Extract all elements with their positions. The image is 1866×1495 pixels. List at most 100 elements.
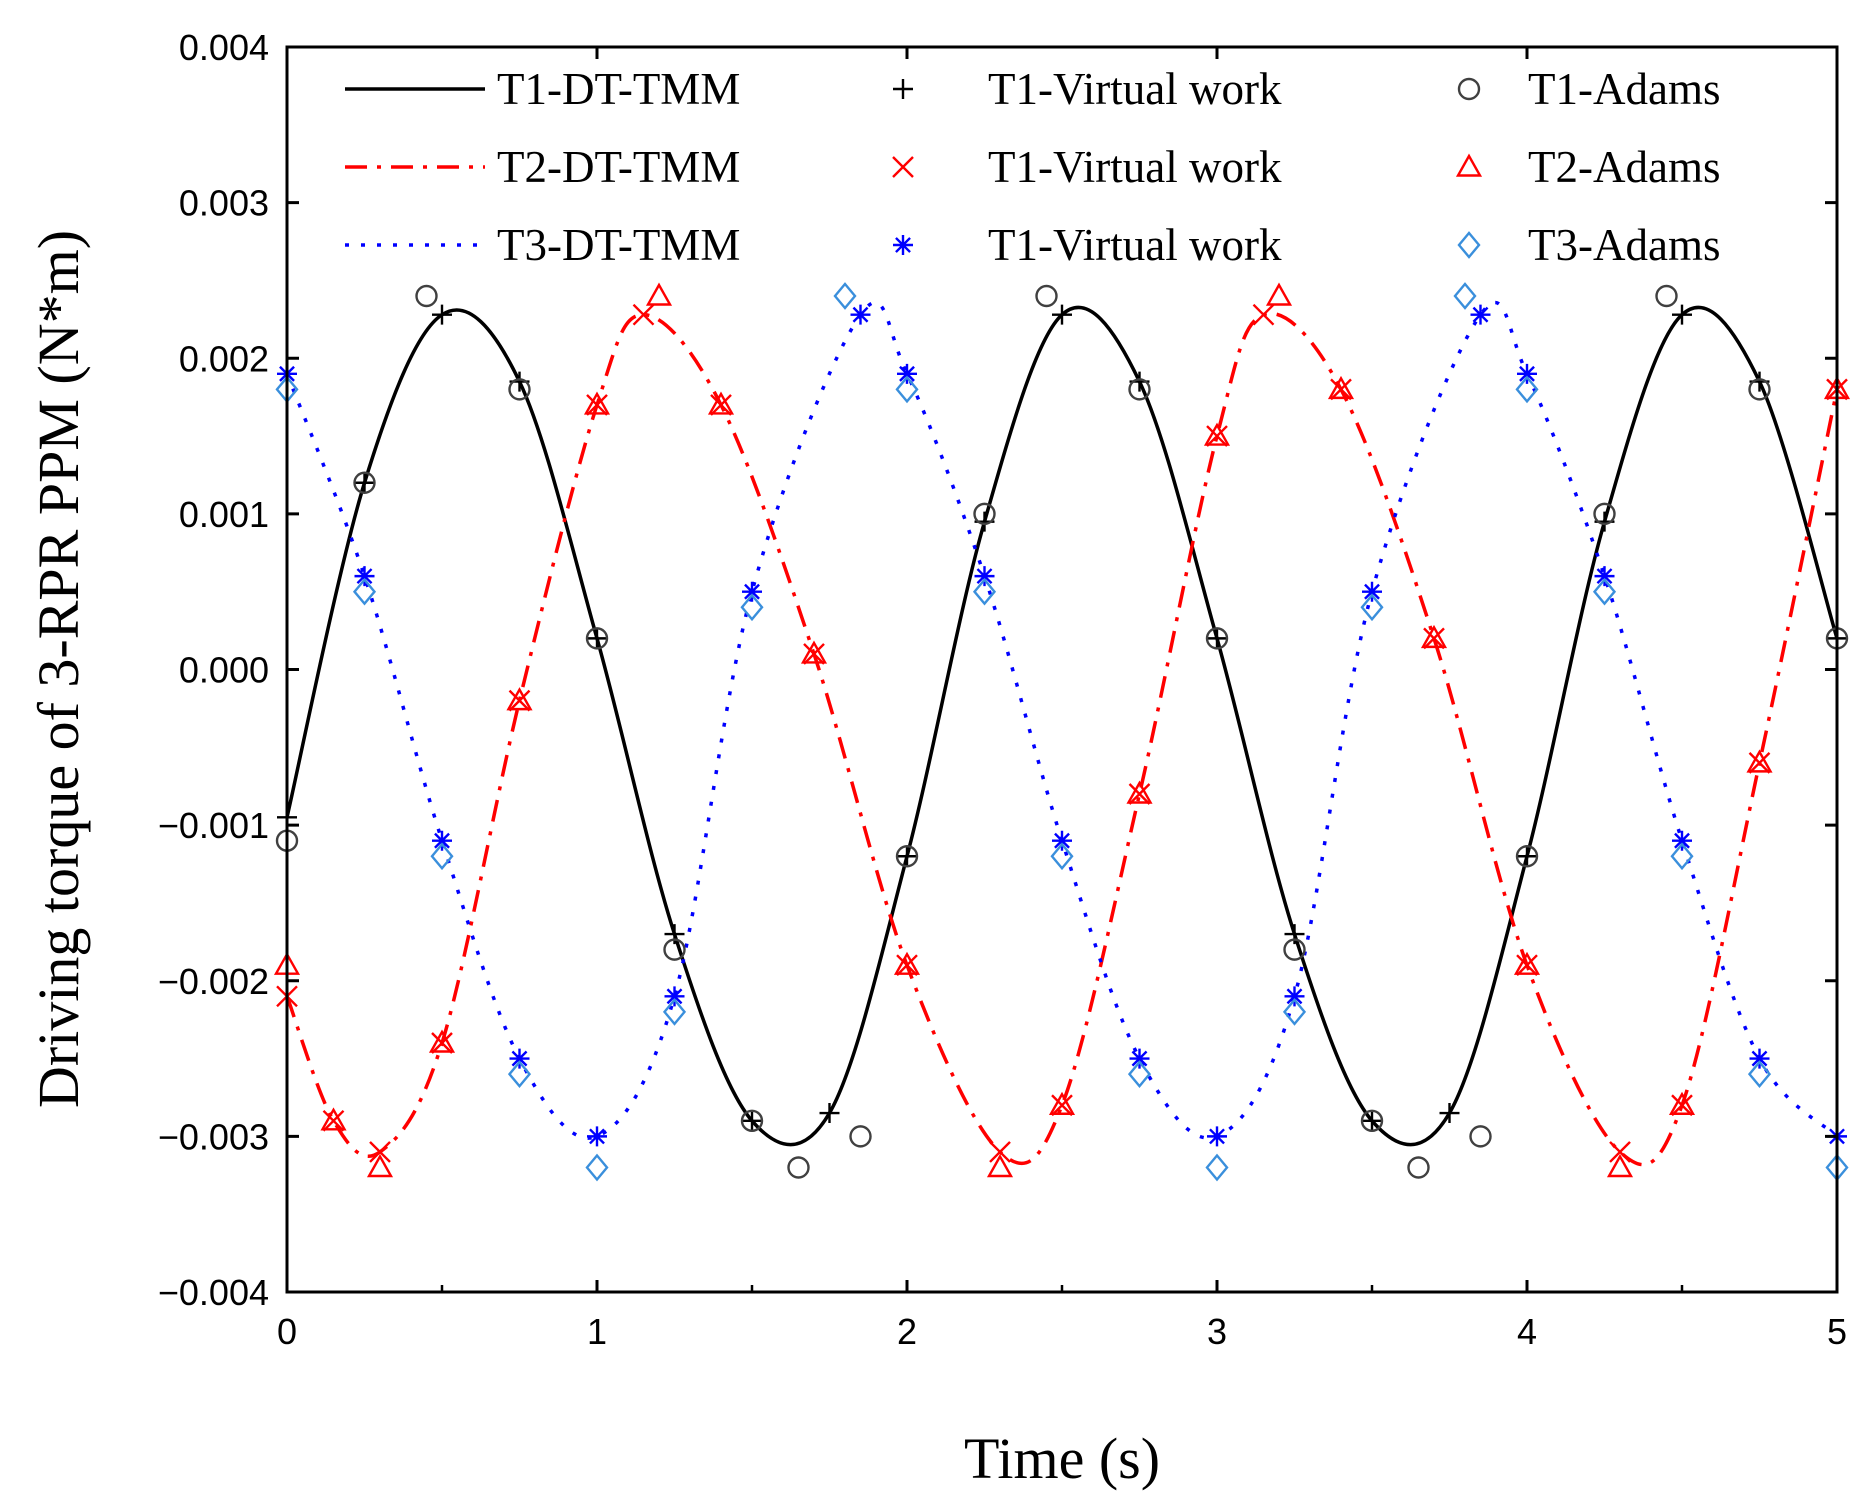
t1-virtual-work-5-point-16 xyxy=(1517,363,1537,384)
t3-adams-8-point-17 xyxy=(1592,577,1617,606)
t1-virtual-work-4-point-14 xyxy=(1252,303,1275,326)
t1-virtual-work-5-point-14 xyxy=(1362,581,1382,602)
legend-item-t2-adams-7-swatch xyxy=(1455,153,1483,177)
axes-layer: 0 1 2 3 4 5 0.004 0.003 0.002 0.001 0.000 −0.001 −0.… xyxy=(158,27,1847,1352)
legend-item-t1-adams-6-swatch xyxy=(1457,77,1481,101)
t3-adams-8-point-14 xyxy=(1360,593,1384,622)
t1-virtual-work-4-point-11 xyxy=(1051,1094,1073,1117)
t2-adams-7-point-7 xyxy=(707,391,735,415)
legend-item-t1-virtual-work-4: T1-Virtual work xyxy=(892,142,1282,192)
t3-adams-8-point-4 xyxy=(585,1153,609,1182)
t3-adams-8-point-11 xyxy=(1127,1060,1152,1089)
y-tick-label-1: 0.003 xyxy=(179,183,269,224)
t1-virtual-work-5-point-19 xyxy=(1749,1048,1770,1069)
t2-adams-7-point-14 xyxy=(1265,282,1293,306)
t3-adams-8-point-10 xyxy=(1050,842,1074,871)
t1-virtual-work-4-point-19 xyxy=(1671,1094,1693,1117)
t1-adams-6-point-4 xyxy=(585,627,609,650)
t1-virtual-work-4-point-4 xyxy=(508,689,531,712)
t1-virtual-work-5-point-17 xyxy=(1594,566,1615,587)
legend-item-t1-virtual-work-5-swatch xyxy=(893,235,913,255)
t2-adams-7-markers xyxy=(273,282,1851,1178)
t1-virtual-work-4-point-2 xyxy=(369,1141,391,1163)
t3-dt-tmm-2-line xyxy=(285,300,1839,1140)
t2-adams-7-point-10 xyxy=(986,1154,1014,1178)
series-layer xyxy=(273,282,1851,1182)
t3-adams-8-point-18 xyxy=(1670,842,1694,871)
t2-adams-7-point-3 xyxy=(428,1029,456,1053)
y-tick-label-8: −0.004 xyxy=(158,1272,269,1313)
t3-adams-8-point-2 xyxy=(430,842,454,871)
legend-item-t1-virtual-work-3-swatch xyxy=(893,79,913,99)
t1-adams-6-point-2 xyxy=(415,284,438,308)
t1-virtual-work-4-point-12 xyxy=(1128,783,1151,805)
y-tick-label-6: −0.002 xyxy=(158,961,269,1002)
x-tick-label-3: 3 xyxy=(1207,1311,1227,1352)
t1-virtual-work-4-point-15 xyxy=(1330,378,1352,401)
t1-adams-6-point-21 xyxy=(1748,378,1771,401)
t1-virtual-work-4-point-20 xyxy=(1748,752,1771,774)
t1-virtual-work-3-point-12 xyxy=(1207,628,1227,649)
t1-adams-6-point-8 xyxy=(849,1125,872,1148)
t2-adams-7-point-19 xyxy=(1668,1091,1696,1115)
t1-virtual-work-3-point-14 xyxy=(1362,1110,1382,1131)
t1-virtual-work-5-point-13 xyxy=(1284,986,1305,1007)
t3-adams-8-point-12 xyxy=(1205,1153,1229,1182)
t3-adams-8-point-1 xyxy=(352,577,377,606)
x-tick-label-0: 0 xyxy=(277,1311,297,1352)
legend-item-t2-adams-7-label: T2-Adams xyxy=(1528,142,1720,192)
t1-virtual-work-3-point-18 xyxy=(1672,304,1692,325)
legend-item-t1-virtual-work-5-label: T1-Virtual work xyxy=(988,220,1282,270)
t1-virtual-work-5-point-2 xyxy=(432,830,452,851)
t1-virtual-work-4-point-16 xyxy=(1423,627,1445,650)
legend-item-t3-dt-tmm-2: T3-DT-TMM xyxy=(345,220,740,270)
t1-adams-6-point-1 xyxy=(353,471,376,494)
t1-virtual-work-3-point-8 xyxy=(897,846,917,867)
t3-adams-8-point-19 xyxy=(1747,1060,1772,1089)
y-tick-label-0: 0.004 xyxy=(179,27,269,68)
t1-adams-6-markers xyxy=(275,284,1849,1179)
t3-adams-8-point-15 xyxy=(1453,282,1477,310)
legend-item-t1-adams-6: T1-Adams xyxy=(1457,64,1720,114)
t2-adams-7-point-5 xyxy=(583,391,611,415)
t1-virtual-work-5-point-11 xyxy=(1129,1048,1150,1069)
t2-adams-7-point-20 xyxy=(1746,749,1773,773)
t2-adams-7-point-12 xyxy=(1126,780,1153,804)
t1-adams-6-point-16 xyxy=(1407,1156,1430,1179)
t1-virtual-work-4-markers xyxy=(276,303,1848,1163)
t1-virtual-work-4-point-5 xyxy=(586,394,608,416)
t1-adams-6-point-12 xyxy=(1128,378,1151,401)
t3-adams-8-point-8 xyxy=(895,375,919,404)
t3-adams-8-point-13 xyxy=(1282,998,1307,1026)
t1-adams-6-point-7 xyxy=(787,1156,810,1179)
t1-adams-6-point-5 xyxy=(663,938,686,961)
t1-virtual-work-5-point-5 xyxy=(664,986,685,1007)
t1-adams-6-point-14 xyxy=(1283,938,1306,961)
t3-adams-8-markers xyxy=(275,282,1849,1182)
t1-virtual-work-4-point-6 xyxy=(632,303,655,326)
y-tick-label-5: −0.001 xyxy=(158,805,269,846)
t2-adams-7-point-15 xyxy=(1327,375,1355,400)
y-tick-label-2: 0.002 xyxy=(179,338,269,379)
t1-dt-tmm-0-line xyxy=(285,305,1839,1147)
legend-item-t1-virtual-work-4-label: T1-Virtual work xyxy=(988,142,1282,192)
t1-virtual-work-3-point-15 xyxy=(1439,1103,1460,1124)
t1-adams-6-point-20 xyxy=(1655,284,1678,308)
t1-virtual-work-4-point-3 xyxy=(431,1032,453,1054)
t1-virtual-work-4-point-13 xyxy=(1206,425,1228,447)
t3-adams-8-point-6 xyxy=(740,593,764,622)
t1-virtual-work-3-point-2 xyxy=(432,304,452,325)
t1-virtual-work-4-point-9 xyxy=(896,954,918,977)
legend-item-t2-dt-tmm-1: T2-DT-TMM xyxy=(345,142,740,192)
y-tick-label-3: 0.001 xyxy=(179,494,269,535)
legend-item-t3-adams-8: T3-Adams xyxy=(1457,220,1720,270)
t1-virtual-work-5-point-12 xyxy=(1207,1126,1227,1147)
t1-virtual-work-4-point-8 xyxy=(803,643,825,665)
t3-adams-8-point-16 xyxy=(1515,375,1539,404)
t1-adams-6-point-18 xyxy=(1515,845,1539,868)
legend-item-t1-adams-6-label: T1-Adams xyxy=(1528,64,1720,114)
t2-adams-7-point-4 xyxy=(506,687,533,711)
t1-virtual-work-3-point-10 xyxy=(1052,304,1072,325)
legend-item-t2-dt-tmm-1-label: T2-DT-TMM xyxy=(497,142,740,192)
t3-adams-8-point-9 xyxy=(972,577,997,606)
